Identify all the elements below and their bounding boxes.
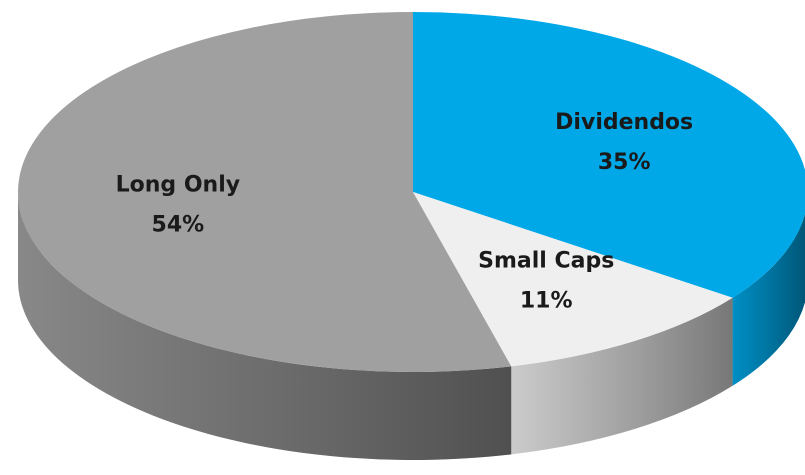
slice-value-label: 11% bbox=[520, 288, 573, 313]
slice-label: Dividendos bbox=[555, 110, 693, 135]
slice-label: Small Caps bbox=[478, 248, 614, 273]
slice-value-label: 54% bbox=[152, 213, 205, 238]
pie-side-shade bbox=[732, 214, 805, 386]
pie-slice bbox=[413, 192, 733, 367]
pie-side-shade bbox=[511, 297, 733, 455]
slice-value-label: 35% bbox=[598, 150, 651, 175]
slice-label: Long Only bbox=[116, 173, 240, 198]
pie-side-shade bbox=[18, 192, 512, 460]
pie-slice bbox=[413, 12, 805, 298]
pie-slice bbox=[18, 12, 512, 373]
